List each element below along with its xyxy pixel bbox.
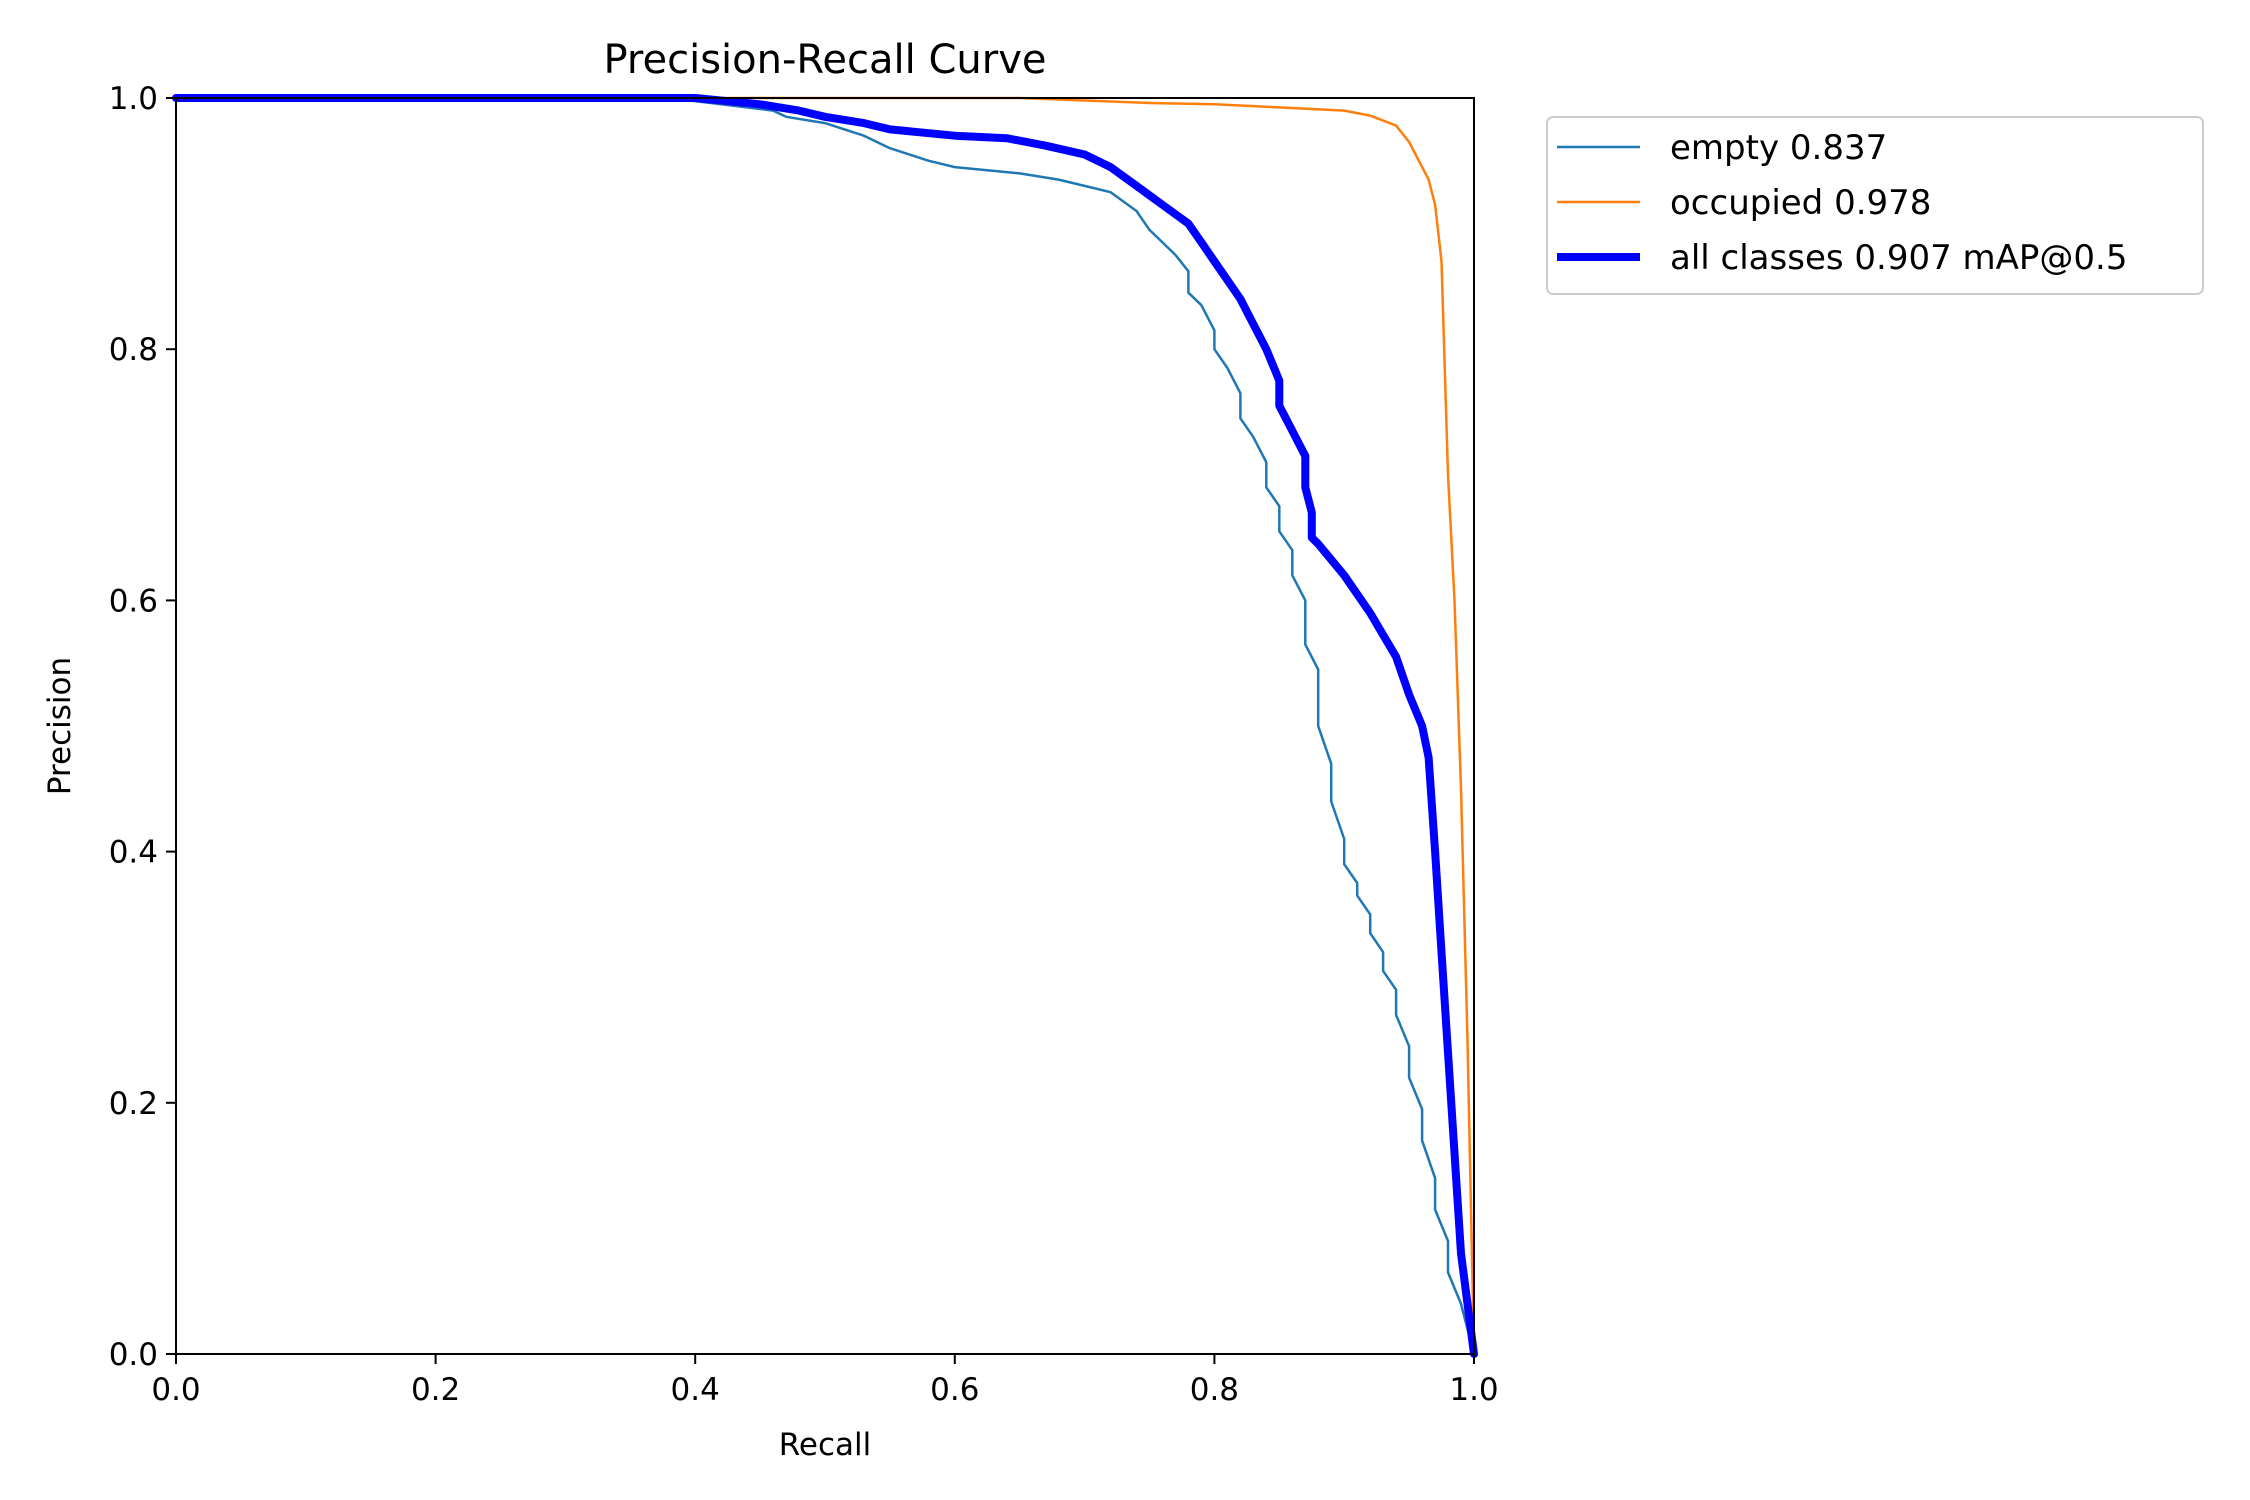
- x-tick-label: 0.4: [671, 1372, 720, 1408]
- legend-box: [1546, 116, 2204, 295]
- x-tick-label: 1.0: [1449, 1372, 1498, 1408]
- series-line-0: [174, 96, 1476, 1356]
- series-line-2: [172, 94, 1478, 1358]
- series-line-1: [174, 96, 1476, 1356]
- y-tick-label: 0.8: [109, 332, 158, 368]
- legend-label-0: empty 0.837: [1670, 128, 1887, 168]
- plot-frame: [175, 97, 1475, 1355]
- x-tick-label: 0.0: [151, 1372, 200, 1408]
- y-axis-ticks: 0.0 0.2 0.4 0.6 0.8 1.0: [109, 81, 176, 1373]
- x-tick-label: 0.2: [411, 1372, 460, 1408]
- y-tick-label: 0.0: [109, 1337, 158, 1373]
- legend-items: empty 0.837 occupied 0.978 all classes 0.9…: [1557, 128, 2127, 278]
- y-tick-label: 1.0: [109, 81, 158, 117]
- y-tick-label: 0.6: [109, 583, 158, 619]
- legend: empty 0.837 occupied 0.978 all classes 0.9…: [1546, 116, 2204, 295]
- plot-area: [176, 98, 1474, 1354]
- chart-title: Precision-Recall Curve: [604, 37, 1047, 83]
- x-tick-label: 0.6: [930, 1372, 979, 1408]
- legend-label-2: all classes 0.907 mAP@0.5: [1670, 238, 2127, 278]
- y-tick-label: 0.2: [109, 1086, 158, 1122]
- x-tick-label: 0.8: [1190, 1372, 1239, 1408]
- x-axis-label: Recall: [779, 1427, 872, 1463]
- x-axis-ticks: 0.0 0.2 0.4 0.6 0.8 1.0: [151, 1354, 1499, 1408]
- series-layer: [172, 94, 1478, 1358]
- y-tick-label: 0.4: [109, 835, 158, 871]
- y-axis-label: Precision: [42, 657, 78, 795]
- legend-label-1: occupied 0.978: [1670, 183, 1931, 223]
